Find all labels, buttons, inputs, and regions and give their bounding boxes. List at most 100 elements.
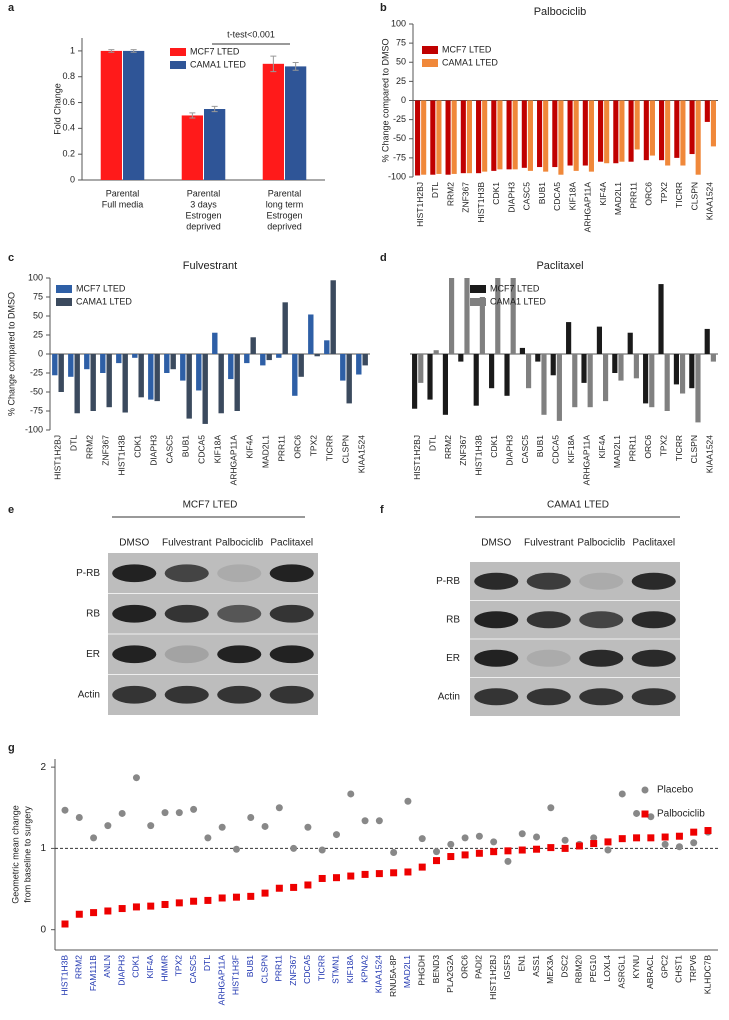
point [247, 814, 255, 822]
x-tick-label: ARHGAP11A [583, 182, 593, 233]
point [390, 848, 398, 856]
x-tick-label: Parental [106, 188, 140, 198]
bar [573, 100, 579, 171]
point [547, 844, 555, 852]
point [275, 884, 283, 892]
x-tick-label: PRR11 [274, 955, 284, 982]
x-tick-label: CDCA5 [196, 435, 206, 464]
x-tick-label: CDK1 [491, 182, 501, 205]
row-label: P-RB [436, 576, 460, 587]
legend-swatch [641, 786, 649, 794]
bar [527, 100, 533, 171]
bar [612, 354, 618, 373]
point [175, 809, 183, 817]
x-tick-label: DSC2 [559, 955, 569, 978]
bar [449, 278, 455, 354]
x-tick-label: CASC5 [164, 435, 174, 464]
legend-swatch [170, 61, 186, 69]
legend-label: MCF7 LTED [490, 283, 540, 293]
bar [582, 100, 588, 166]
panel-letter: c [8, 252, 14, 264]
blot-band [269, 645, 314, 664]
bar [659, 100, 665, 161]
point [104, 822, 112, 830]
bar [458, 354, 464, 362]
blot-title: CAMA1 LTED [547, 500, 609, 511]
point [232, 893, 240, 901]
blot-band [474, 649, 519, 667]
point [604, 838, 612, 846]
x-tick-label: KLHDC7B [702, 955, 712, 995]
x-tick-label: TICRR [674, 435, 684, 461]
bar [90, 354, 96, 411]
blot-band [164, 645, 209, 664]
bar [643, 100, 649, 161]
point [675, 832, 683, 840]
bar [330, 280, 336, 354]
point [675, 843, 683, 851]
point [690, 828, 698, 836]
x-tick-label: KIF4A [244, 435, 254, 459]
blot-band [112, 685, 157, 704]
blot-band [579, 649, 624, 667]
y-axis-label: from baseline to surgery [22, 806, 32, 903]
blot-band [631, 572, 676, 590]
panel-letter: b [380, 2, 387, 14]
point [561, 844, 569, 852]
x-tick-label: CLSPN [689, 182, 699, 210]
bar [497, 100, 503, 170]
point [375, 817, 383, 825]
x-tick-label: Parental [268, 188, 302, 198]
x-tick-label: ANLN [102, 955, 112, 978]
point [104, 907, 112, 915]
bar [116, 354, 122, 364]
x-tick-label: RRM2 [84, 435, 94, 459]
y-tick-label: 75 [33, 291, 43, 301]
x-tick-label: PRR11 [628, 435, 638, 462]
panel-letter: g [8, 742, 15, 754]
point [533, 845, 541, 853]
x-tick-label: HIST1H2BJ [488, 955, 498, 1000]
x-tick-label: PLA2G2A [445, 955, 455, 993]
bar [535, 354, 541, 362]
bar [433, 350, 439, 354]
blot-band [269, 685, 314, 704]
point [190, 805, 198, 813]
point [204, 896, 212, 904]
point [461, 851, 469, 859]
bar [154, 354, 160, 402]
x-tick-label: CASC5 [520, 435, 530, 464]
legend-label: CAMA1 LTED [190, 59, 246, 69]
y-tick-label: 1 [70, 45, 75, 55]
x-tick-label: RRM2 [74, 955, 84, 979]
bar [427, 354, 433, 400]
x-tick-label: FAM111B [88, 955, 98, 991]
x-tick-label: TPX2 [174, 955, 184, 977]
x-tick-label: KIF18A [345, 955, 355, 984]
row-label: RB [86, 608, 100, 619]
bar [100, 50, 122, 181]
x-tick-label: CASC5 [522, 182, 532, 211]
point [633, 809, 641, 817]
x-tick-label: ZNF367 [288, 955, 298, 986]
x-tick-label: MEX3A [545, 955, 555, 984]
blot-band [526, 649, 571, 667]
bar [122, 354, 128, 413]
lane-label: Fulvestrant [162, 538, 212, 549]
bar [628, 100, 634, 162]
x-tick-label: TICRR [324, 435, 334, 461]
x-tick-label: CLSPN [689, 435, 699, 463]
row-label: ER [86, 649, 100, 660]
x-tick-label: ORC6 [292, 435, 302, 459]
x-tick-label: TPX2 [658, 435, 668, 457]
bar [558, 100, 564, 175]
bar [521, 100, 527, 168]
blot-title: MCF7 LTED [183, 500, 238, 511]
point [261, 822, 269, 830]
bar [260, 354, 266, 366]
bar [710, 100, 716, 147]
x-tick-label: KIAA1524 [705, 435, 715, 474]
legend-swatch [56, 285, 72, 293]
x-tick-label: HIST1H2BJ [52, 435, 62, 480]
